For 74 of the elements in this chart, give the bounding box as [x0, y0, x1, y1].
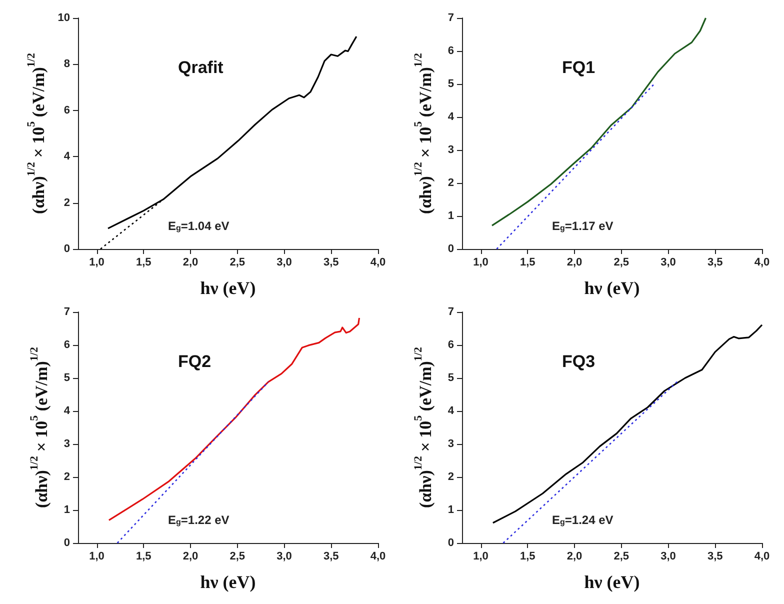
y-tick-label: 2 — [64, 196, 70, 209]
annotation: Eg=1.22 eV — [168, 513, 230, 527]
x-axis-title: hν (eV) — [584, 278, 640, 298]
y-tick-label: 6 — [64, 104, 70, 116]
y-tick-label: 0 — [64, 243, 70, 255]
y-axis-title: (αhν)1/2 × 105 (eV/m)1/2 — [412, 346, 435, 508]
annotation: Eg=1.17 eV — [552, 219, 614, 233]
y-tick-label: 1 — [448, 504, 454, 516]
x-axis-title: hν (eV) — [200, 572, 256, 592]
y-tick-label: 1 — [448, 210, 454, 222]
y-tick-label: 2 — [64, 471, 70, 483]
y-tick-label: 0 — [448, 243, 454, 255]
x-tick-label: 1,0 — [89, 550, 104, 562]
y-tick-label: 1 — [64, 504, 70, 516]
y-tick-label: 6 — [448, 45, 454, 57]
x-tick-label: 3,0 — [660, 550, 676, 562]
x-tick-label: 1,5 — [520, 550, 536, 562]
x-tick-label: 3,5 — [707, 550, 723, 562]
y-tick-label: 5 — [448, 78, 454, 90]
y-tick-label: 6 — [448, 339, 454, 351]
x-tick-label: 2,0 — [182, 550, 198, 562]
y-tick-label: 3 — [64, 438, 70, 450]
x-tick-label: 3,0 — [276, 256, 292, 268]
y-tick-label: 7 — [448, 306, 454, 318]
y-tick-label: 4 — [64, 405, 71, 417]
x-tick-label: 3,5 — [323, 256, 339, 268]
x-tick-label: 2,5 — [230, 550, 246, 562]
x-tick-label: 1,5 — [136, 550, 152, 562]
x-tick-label: 2,0 — [566, 256, 582, 268]
x-tick-label: 2,5 — [230, 256, 246, 268]
x-tick-label: 2,5 — [614, 550, 630, 562]
y-tick-label: 3 — [448, 438, 454, 450]
x-tick-label: 1,0 — [89, 256, 104, 268]
x-axis-title: hν (eV) — [200, 278, 256, 298]
y-tick-label: 5 — [64, 372, 70, 384]
annotation: Eg=1.24 eV — [552, 513, 614, 527]
text: FQ3 — [562, 352, 596, 371]
y-tick-label: 4 — [448, 111, 455, 123]
y-tick-label: 3 — [448, 144, 454, 156]
x-tick-label: 3,0 — [276, 550, 292, 562]
x-tick-label: 3,5 — [707, 256, 723, 268]
y-tick-label: 6 — [64, 339, 70, 351]
x-tick-label: 4,0 — [370, 256, 386, 268]
y-axis-title: (αhν)1/2 × 105 (eV/m)1/2 — [25, 52, 48, 214]
y-tick-label: 4 — [64, 150, 71, 163]
x-tick-label: 2,0 — [566, 550, 582, 562]
x-tick-label: 4,0 — [370, 550, 386, 562]
text: Qrafit — [178, 58, 224, 77]
y-tick-label: 7 — [448, 12, 454, 24]
y-tick-label: 10 — [58, 12, 70, 24]
text: FQ1 — [562, 58, 596, 77]
y-tick-label: 4 — [448, 405, 455, 417]
x-axis-title: hν (eV) — [584, 572, 640, 592]
x-tick-label: 2,0 — [182, 256, 198, 268]
x-tick-label: 3,5 — [323, 550, 339, 562]
y-tick-label: 2 — [448, 471, 454, 483]
text: FQ2 — [178, 352, 212, 371]
y-axis-title: (αhν)1/2 × 105 (eV/m)1/2 — [412, 52, 435, 214]
x-tick-label: 1,0 — [473, 256, 488, 268]
y-tick-label: 5 — [448, 372, 454, 384]
x-tick-label: 4,0 — [754, 550, 770, 562]
y-tick-label: 7 — [64, 306, 70, 318]
x-tick-label: 1,0 — [473, 550, 488, 562]
x-tick-label: 2,5 — [614, 256, 630, 268]
y-axis-title: (αhν)1/2 × 105 (eV/m)1/2 — [28, 346, 51, 508]
y-tick-label: 0 — [64, 537, 70, 549]
y-tick-label: 2 — [448, 177, 454, 189]
x-tick-label: 4,0 — [754, 256, 770, 268]
y-tick-label: 8 — [64, 58, 70, 70]
x-tick-label: 3,0 — [660, 256, 676, 268]
x-tick-label: 1,5 — [520, 256, 536, 268]
annotation: Eg=1.04 eV — [168, 219, 230, 233]
y-tick-label: 0 — [448, 537, 454, 549]
x-tick-label: 1,5 — [136, 256, 152, 268]
